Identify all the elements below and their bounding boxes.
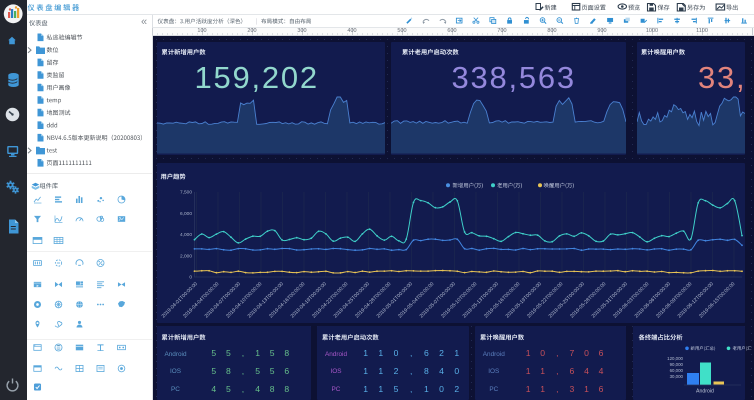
svg-text:Android: Android (696, 389, 714, 395)
svg-text:7,500: 7,500 (179, 190, 191, 196)
svg-text:6,000: 6,000 (179, 211, 191, 217)
svg-text:120,000: 120,000 (667, 356, 683, 361)
svg-text:90,000: 90,000 (670, 362, 684, 367)
svg-text:30,000: 30,000 (670, 374, 684, 379)
svg-text:60,000: 60,000 (670, 368, 684, 373)
svg-text:2,000: 2,000 (179, 253, 191, 259)
svg-text:0: 0 (189, 275, 192, 281)
svg-text:2019-04-01T00:00:00: 2019-04-01T00:00:00 (160, 281, 198, 319)
svg-text:4,000: 4,000 (179, 232, 191, 238)
